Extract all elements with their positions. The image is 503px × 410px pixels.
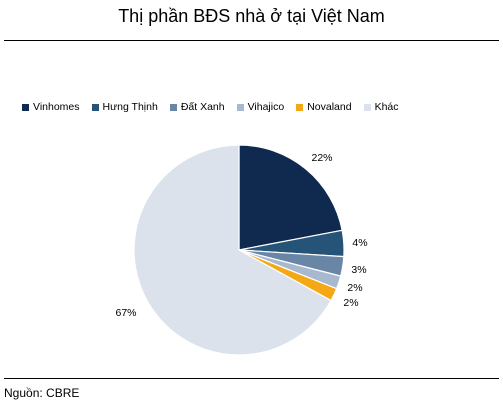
title-divider (4, 40, 499, 41)
legend-label: Novaland (307, 101, 352, 113)
source-note: Nguồn: CBRE (4, 386, 80, 400)
chart-title: Thị phần BĐS nhà ở tại Việt Nam (118, 6, 385, 26)
legend-item-hung-thinh: Hưng Thịnh (91, 101, 158, 113)
legend-swatch (169, 103, 177, 111)
legend-item-vinhomes: Vinhomes (22, 101, 80, 113)
pie-slice-vinhomes (238, 144, 343, 251)
data-label: 22% (311, 152, 332, 164)
legend-item-dat-xanh: Đất Xanh (169, 101, 225, 113)
legend-swatch (22, 103, 29, 111)
legend-item-novaland: Novaland (296, 101, 352, 113)
legend-label: Vihajico (247, 101, 285, 113)
legend-item-vihajico: Vihajico (236, 101, 285, 113)
data-label: 3% (351, 264, 366, 276)
data-label: 2% (343, 297, 358, 309)
chart-legend: Vinhomes Hưng Thịnh Đất Xanh Vihajico No… (22, 101, 411, 113)
data-label: 67% (115, 307, 136, 319)
pie-slice-khác (133, 144, 332, 356)
legend-swatch (236, 103, 244, 111)
legend-label: Khác (374, 101, 399, 113)
data-label: 2% (347, 282, 362, 294)
legend-swatch (91, 103, 99, 111)
legend-item-khac: Khác (363, 101, 399, 113)
legend-label: Đất Xanh (180, 101, 225, 113)
legend-swatch (363, 103, 371, 111)
footer-divider (4, 378, 499, 379)
legend-label: Vinhomes (33, 101, 80, 113)
legend-swatch (296, 103, 304, 111)
data-label: 4% (352, 237, 367, 249)
legend-label: Hưng Thịnh (102, 101, 158, 113)
